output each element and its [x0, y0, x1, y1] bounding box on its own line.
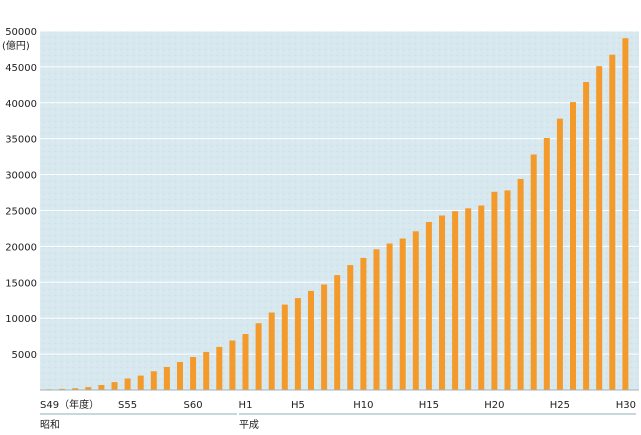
era-label: 昭和: [40, 419, 60, 431]
bar-H21: [504, 190, 511, 390]
bar-H19: [478, 205, 485, 390]
bar-H1: [242, 334, 249, 390]
bar-H5: [294, 298, 301, 390]
x-tick-label: H30: [616, 400, 636, 411]
bar-H16: [439, 215, 445, 390]
y-axis-ticks: 5000 10000 15000 20000 25000 30000 35000 40000 4…: [5, 27, 37, 361]
y-tick-label: 30000: [5, 171, 37, 182]
bar-H10: [360, 257, 367, 390]
y-tick-label: 40000: [5, 99, 37, 110]
bar-S62: [216, 346, 223, 390]
bar-H9: [347, 265, 354, 390]
bar-H15: [425, 222, 432, 390]
bar-H25: [556, 118, 563, 390]
x-axis-ticks: S49（年度） S55 S60 H1 H5 H10 H15 H20 H25 H30: [40, 398, 636, 411]
y-tick-label: 50000: [5, 27, 37, 38]
bar-H27: [583, 82, 590, 390]
bar-S52: [85, 387, 92, 390]
x-tick-label: H20: [484, 400, 504, 411]
x-tick-label: H10: [353, 400, 373, 411]
bar-S60: [190, 357, 197, 390]
era-label: 平成: [239, 419, 259, 431]
bar-S57: [150, 371, 157, 390]
bar-S59: [177, 362, 183, 390]
x-tick-label: H15: [419, 400, 439, 411]
y-tick-label: 5000: [12, 350, 37, 361]
bar-H23: [530, 154, 537, 390]
bar-S58: [163, 367, 170, 390]
y-tick-label: 20000: [5, 242, 37, 253]
bar-H6: [308, 290, 314, 390]
bar-S54: [111, 382, 118, 390]
y-tick-label: 10000: [5, 314, 37, 325]
x-tick-label: S55: [118, 400, 137, 411]
y-tick-label: 15000: [5, 278, 37, 289]
bar-S61: [203, 351, 210, 390]
y-axis-unit-label: (億円): [2, 39, 30, 52]
bar-H20: [491, 191, 498, 390]
y-tick-label: 45000: [5, 63, 37, 74]
bar-S53: [98, 385, 105, 390]
bar-H12: [386, 243, 393, 390]
bar-S63: [229, 340, 236, 390]
bar-H7: [321, 284, 328, 390]
bar-S56: [137, 375, 144, 390]
bars: [46, 38, 629, 391]
bar-H24: [543, 138, 550, 390]
x-tick-label: S49（年度）: [40, 398, 99, 411]
bar-H18: [465, 208, 472, 390]
y-tick-label: 25000: [5, 207, 37, 218]
bar-S55: [124, 378, 131, 390]
bar-H30: [622, 38, 629, 390]
bar-H29: [609, 54, 616, 390]
bar-H17: [452, 211, 459, 390]
bar-S50: [59, 388, 66, 390]
bar-H8: [334, 275, 341, 390]
bar-H22: [517, 178, 524, 390]
y-tick-label: 35000: [5, 135, 37, 146]
x-tick-label: H25: [550, 400, 570, 411]
era-labels: 昭和 平成: [40, 413, 636, 431]
bar-S51: [72, 388, 79, 390]
x-tick-label: S60: [184, 400, 203, 411]
bar-H14: [412, 231, 419, 390]
bar-H13: [399, 238, 406, 390]
x-tick-label: H1: [239, 400, 253, 411]
bar-H4: [281, 304, 288, 390]
bar-H11: [373, 249, 380, 390]
bar-H28: [596, 66, 603, 390]
bar-H2: [255, 323, 262, 390]
bar-H3: [268, 312, 275, 390]
bar-H26: [570, 102, 576, 390]
x-tick-label: H5: [291, 400, 305, 411]
